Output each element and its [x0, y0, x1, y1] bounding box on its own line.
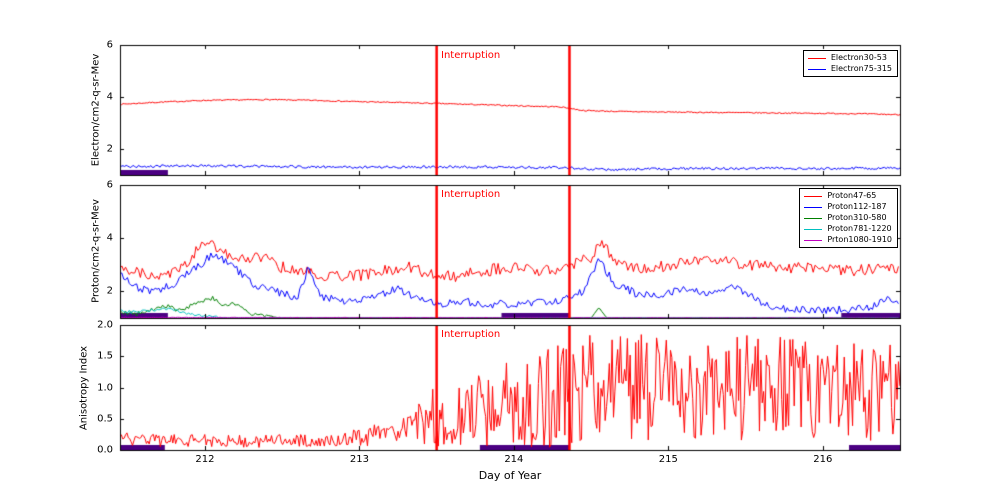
legend-label: Proton781-1220	[827, 224, 892, 233]
legend-label: Proton47-65	[827, 191, 877, 200]
legend-line-swatch	[804, 239, 823, 241]
legend-line-swatch	[804, 228, 823, 230]
x-tick-label: 214	[504, 454, 524, 465]
legend-label: Prton1080-1910	[827, 235, 892, 244]
legend-line-swatch	[804, 217, 823, 219]
y-tick-label: 4	[106, 91, 113, 103]
y-tick-label: 6	[106, 179, 113, 191]
y-tick-label: 2	[106, 285, 113, 297]
legend-label: Proton310-580	[827, 213, 887, 222]
legend-line-swatch	[804, 206, 823, 208]
legend-label: Electron30-53	[830, 53, 887, 62]
legend-proton: Proton47-65 Proton112-187 Proton310-580 Pro…	[799, 188, 898, 248]
legend-entry: Electron75-315	[807, 64, 892, 74]
interruption-annotation-bottom: Interruption	[441, 329, 501, 340]
y-tick-label: 0.0	[97, 444, 113, 456]
y-tick-label: 4	[106, 232, 113, 244]
x-tick-label: 215	[658, 454, 678, 465]
y-tick-label: 2	[106, 143, 113, 155]
x-tick-label: 216	[813, 454, 833, 465]
legend-entry: Electron30-53	[807, 53, 892, 63]
y-tick-label: 1.5	[97, 350, 113, 362]
legend-entry: Proton781-1220	[804, 224, 892, 234]
x-axis-label: Day of Year	[478, 469, 542, 482]
legend-entry: Proton310-580	[804, 213, 892, 223]
legend-label: Proton112-187	[827, 202, 887, 211]
legend-entry: Prton1080-1910	[804, 235, 892, 245]
legend-line-swatch	[807, 57, 826, 59]
legend-entry: Proton47-65	[804, 191, 892, 201]
legend-line-swatch	[807, 68, 826, 70]
y-tick-label: 0.5	[97, 413, 113, 425]
legend-entry: Proton112-187	[804, 202, 892, 212]
interruption-annotation-middle: Interruption	[441, 189, 501, 200]
x-tick-label: 213	[349, 454, 369, 465]
y-axis-label-anisotropy: Anisotropy Index	[78, 345, 90, 431]
y-axis-label-electron: Electron/cm2-q-sr-Mev	[90, 53, 102, 167]
legend-electron: Electron30-53 Electron75-315	[802, 50, 898, 77]
legend-line-swatch	[804, 195, 823, 197]
y-tick-label: 1.0	[97, 382, 113, 393]
x-tick-label: 212	[195, 454, 215, 465]
y-axis-label-proton: Proton/cm2-q-sr-Mev	[90, 199, 102, 303]
legend-label: Electron75-315	[830, 64, 892, 73]
y-tick-label: 2.0	[97, 319, 113, 331]
y-tick-label: 6	[106, 39, 113, 51]
interruption-annotation-top: Interruption	[441, 50, 501, 61]
